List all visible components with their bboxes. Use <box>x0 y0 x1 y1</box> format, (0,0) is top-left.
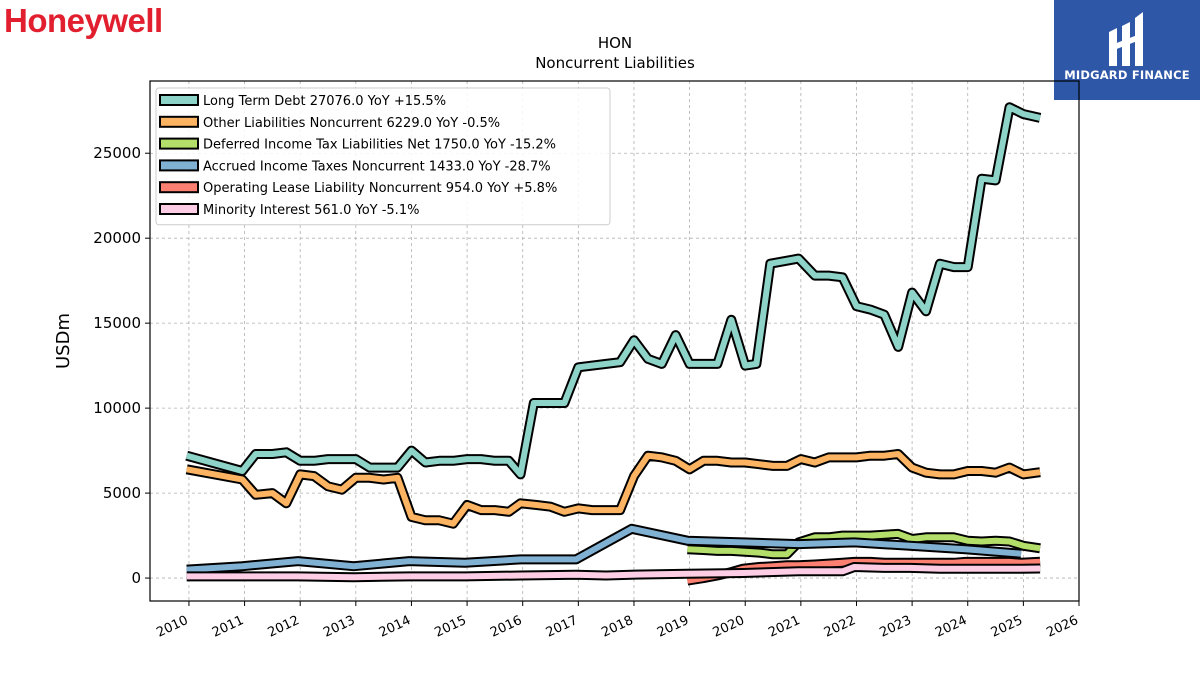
x-tick-label: 2011 <box>210 613 246 641</box>
x-tick-label: 2024 <box>933 613 969 641</box>
series-line <box>185 104 1041 478</box>
y-axis-label: USDm <box>53 313 74 369</box>
series-deferred-income-tax-liabilities-net <box>687 528 1041 560</box>
legend-swatch <box>159 115 199 128</box>
legend-swatch <box>159 203 199 215</box>
legend-swatch <box>159 94 199 106</box>
series-lines <box>185 102 1042 586</box>
series-other-liabilities-noncurrent <box>185 449 1041 529</box>
x-tick-label: 2010 <box>154 613 190 641</box>
legend-label: Long Term Debt 27076.0 YoY +15.5% <box>203 94 446 109</box>
y-tick-label: 5000 <box>103 484 141 502</box>
legend: Long Term Debt 27076.0 YoY +15.5% Other L… <box>155 87 611 226</box>
legend-label: Minority Interest 561.0 YoY -5.1% <box>203 203 419 218</box>
y-axis: 0 5000 10000 15000 20000 25000 <box>93 144 150 587</box>
series-minority-interest <box>186 562 1041 583</box>
legend-label: Accrued Income Taxes Noncurrent 1433.0 Y… <box>203 159 551 174</box>
honeywell-logo: Honeywell <box>4 2 163 39</box>
legend-swatch <box>159 159 199 172</box>
x-tick-label: 2016 <box>488 613 524 641</box>
x-tick-label: 2022 <box>822 613 858 641</box>
x-tick-label: 2018 <box>599 613 635 641</box>
legend-label: Deferred Income Tax Liabilities Net 1750… <box>203 138 556 153</box>
series-long-term-debt <box>185 102 1042 480</box>
x-tick-label: 2014 <box>377 613 413 641</box>
midgard-monogram-icon <box>1109 12 1143 66</box>
x-tick-label: 2026 <box>1044 613 1080 641</box>
chart-subtitle: Noncurrent Liabilities <box>535 54 695 72</box>
midgard-finance-logo: MIDGARD FINANCE <box>1054 0 1200 100</box>
legend-label: Operating Lease Liability Noncurrent 954… <box>203 181 557 196</box>
x-tick-label: 2015 <box>432 613 468 641</box>
x-axis: 2010 2011 2012 2013 2014 2015 2016 2017 2018 2019… <box>154 601 1081 641</box>
y-tick-label: 0 <box>131 569 141 587</box>
x-tick-label: 2023 <box>877 613 913 641</box>
legend-swatch <box>159 137 199 150</box>
plot-frame <box>149 80 1080 602</box>
x-tick-label: 2020 <box>711 613 747 641</box>
chart-title: HON <box>598 34 632 52</box>
series-accrued-income-taxes-noncurrent <box>186 523 1022 575</box>
series-line <box>186 564 1041 581</box>
y-tick-label: 10000 <box>93 399 141 417</box>
x-tick-label: 2012 <box>266 613 302 641</box>
x-tick-label: 2019 <box>655 613 691 641</box>
legend-box <box>155 87 611 226</box>
x-tick-label: 2025 <box>989 613 1025 641</box>
x-tick-label: 2017 <box>544 613 580 641</box>
midgard-finance-wordmark: MIDGARD FINANCE <box>1064 68 1190 82</box>
series-line <box>186 525 1022 573</box>
x-tick-label: 2021 <box>766 613 802 641</box>
y-tick-label: 25000 <box>93 144 141 162</box>
series-line <box>186 451 1041 527</box>
x-tick-label: 2013 <box>321 613 357 641</box>
legend-swatch <box>159 181 199 194</box>
series-line <box>687 530 1041 558</box>
y-tick-label: 20000 <box>93 229 141 247</box>
legend-label: Other Liabilities Noncurrent 6229.0 YoY … <box>203 116 500 131</box>
y-tick-label: 15000 <box>93 314 141 332</box>
